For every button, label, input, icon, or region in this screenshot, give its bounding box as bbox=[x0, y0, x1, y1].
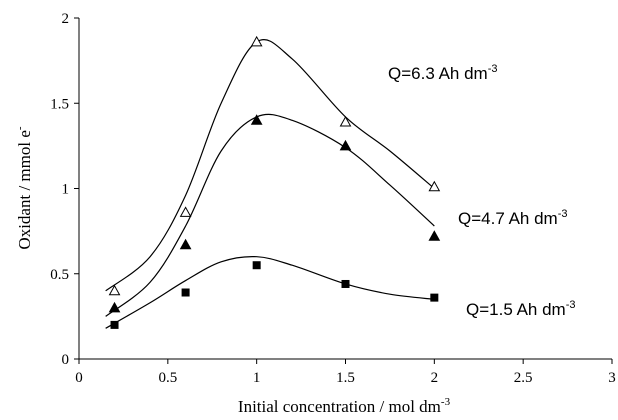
x-tick-label: 2.5 bbox=[514, 370, 533, 386]
data-point-open-triangle bbox=[108, 284, 121, 296]
y-tick-label: 1.5 bbox=[50, 96, 69, 112]
y-tick-label: 1 bbox=[62, 182, 70, 198]
data-point-open-triangle bbox=[339, 115, 352, 127]
fit-curves bbox=[105, 39, 435, 329]
data-point-filled-triangle bbox=[339, 139, 352, 151]
x-tick-label: 0.5 bbox=[158, 370, 177, 386]
data-point-filled-triangle bbox=[108, 301, 121, 313]
y-tick-label: 0 bbox=[62, 352, 70, 368]
data-point-open-triangle bbox=[179, 206, 192, 217]
fit-curve-series-0 bbox=[105, 39, 435, 292]
x-tick-label: 2 bbox=[431, 370, 439, 386]
data-point-square bbox=[430, 293, 439, 302]
data-markers bbox=[108, 35, 441, 329]
y-tick-label: 2 bbox=[62, 11, 70, 27]
data-point-open-triangle bbox=[428, 180, 441, 192]
fit-curve-series-1 bbox=[105, 113, 435, 317]
x-axis-title: Initial concentration / mol dm-3 bbox=[238, 396, 451, 416]
x-tick-label: 1 bbox=[253, 370, 261, 386]
series-label-q15: Q=1.5 Ah dm-3 bbox=[466, 299, 575, 319]
series-label-q47: Q=4.7 Ah dm-3 bbox=[458, 208, 567, 228]
y-tick-label: 0.5 bbox=[50, 267, 69, 283]
y-axis-title: Oxidant / mmol e- bbox=[14, 126, 34, 249]
data-point-open-triangle bbox=[250, 35, 263, 47]
data-point-filled-triangle bbox=[250, 114, 263, 125]
x-tick-label: 3 bbox=[608, 370, 616, 386]
data-point-square bbox=[252, 261, 261, 270]
data-point-filled-triangle bbox=[428, 230, 441, 241]
x-tick-label: 1.5 bbox=[336, 370, 355, 386]
data-point-square bbox=[181, 288, 190, 297]
data-point-square bbox=[341, 279, 350, 288]
labels: Initial concentration / mol dm-3 Oxidant… bbox=[14, 63, 575, 416]
axes: 0 0.5 1 1.5 2 2.5 3 0 0.5 1 1.5 2 bbox=[50, 11, 616, 386]
fit-curve-series-2 bbox=[105, 255, 435, 329]
data-point-filled-triangle bbox=[179, 238, 192, 250]
data-point-square bbox=[110, 320, 119, 329]
x-tick-label: 0 bbox=[75, 370, 83, 386]
series-label-q63: Q=6.3 Ah dm-3 bbox=[388, 63, 497, 83]
